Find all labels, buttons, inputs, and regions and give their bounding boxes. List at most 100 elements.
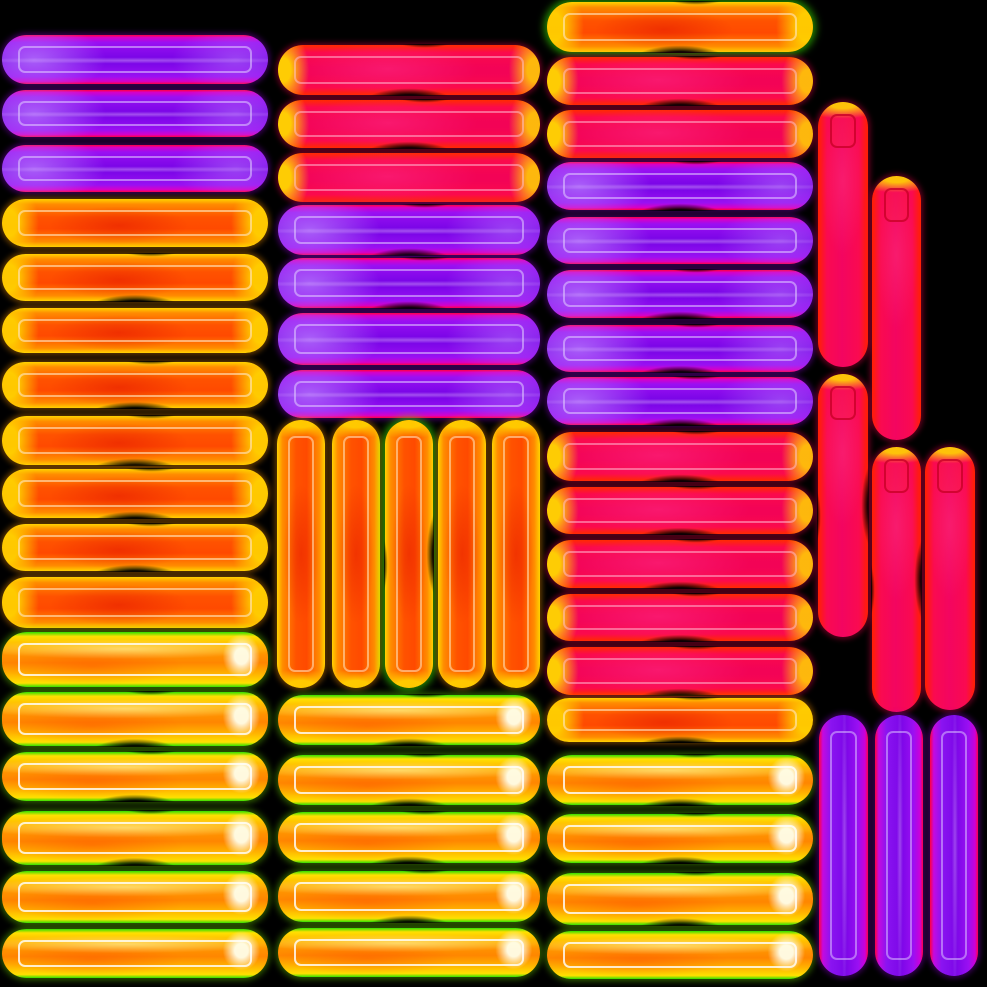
heatmap-bar: [1, 468, 269, 519]
bar-inner-outline: [18, 480, 252, 507]
bar-inner-outline: [294, 766, 524, 794]
heatmap-bar: [817, 373, 869, 638]
bar-waist-notch: [546, 161, 814, 211]
bar-waist-notch: [277, 694, 541, 746]
bar-inner-outline: [294, 164, 524, 191]
bar-inner-outline: [886, 731, 912, 960]
bar-waist-notch: [277, 870, 541, 923]
heatmap-bar: [438, 420, 486, 688]
bar-inner-outline: [18, 156, 252, 181]
heatmap-bar: [2, 929, 268, 978]
heatmap-bar: [384, 419, 434, 689]
bar-inner-outline: [18, 882, 252, 912]
bar-inner-outline: [830, 731, 857, 960]
heatmap-bar: [547, 110, 813, 158]
bar-waist-notch: [277, 99, 541, 149]
bar-inner-outline: [563, 13, 797, 41]
bar-inner-outline: [563, 173, 797, 199]
heatmap-bar: [1, 523, 269, 572]
bar-waist-notch: [1, 810, 269, 866]
heatmap-bar: [546, 161, 814, 211]
heatmap-bar: [546, 593, 814, 642]
heatmap-bar: [278, 153, 540, 202]
bar-inner-outline: [449, 436, 475, 672]
bar-waist-notch: [546, 56, 814, 106]
bar-inner-outline: [563, 443, 797, 470]
heatmap-bar: [546, 1, 814, 53]
heatmap-bar: [277, 811, 541, 864]
heatmap-bar: [2, 871, 268, 923]
bar-inner-outline: [18, 265, 252, 290]
bar-inner-outline: [563, 709, 797, 731]
bar-inner-outline: [396, 436, 422, 672]
heatmap-bar: [277, 44, 541, 96]
bar-inner-outline: [830, 114, 856, 148]
heatmap-bar: [277, 694, 541, 746]
bar-waist-notch: [817, 373, 869, 638]
heatmap-bar: [872, 176, 921, 440]
bar-inner-outline: [563, 388, 797, 414]
bar-waist-notch: [546, 813, 814, 864]
heatmap-bar: [278, 928, 540, 977]
bar-waist-notch: [1, 468, 269, 519]
bar-inner-outline: [563, 825, 797, 852]
bar-inner-outline: [563, 605, 797, 630]
heatmap-bar: [875, 715, 923, 976]
bar-inner-outline: [18, 643, 252, 676]
bar-waist-notch: [546, 269, 814, 319]
bar-inner-outline: [941, 731, 967, 960]
heatmap-bar: [277, 204, 541, 256]
heatmap-bar: [1, 751, 269, 802]
bar-inner-outline: [563, 121, 797, 147]
heatmap-bar: [546, 697, 814, 743]
bar-inner-outline: [294, 56, 524, 84]
heatmap-bar: [871, 446, 922, 713]
bar-waist-notch: [871, 446, 922, 713]
bar-inner-outline: [18, 46, 252, 73]
bar-inner-outline: [18, 588, 252, 617]
bar-waist-notch: [277, 811, 541, 864]
bar-inner-outline: [343, 436, 369, 672]
bar-inner-outline: [18, 373, 252, 397]
bar-waist-notch: [1, 691, 269, 747]
heatmap-bar: [1, 810, 269, 866]
heatmap-bar: [277, 99, 541, 149]
heatmap-bar: [2, 199, 268, 247]
heatmap-bar: [546, 269, 814, 319]
bar-inner-outline: [503, 436, 529, 672]
bar-inner-outline: [830, 386, 856, 420]
heatmap-bar: [546, 431, 814, 482]
bar-waist-notch: [546, 539, 814, 589]
bar-waist-notch: [277, 754, 541, 806]
bar-inner-outline: [18, 763, 252, 790]
bar-inner-outline: [18, 822, 252, 854]
heatmap-bar: [2, 35, 268, 84]
bar-inner-outline: [294, 823, 524, 852]
bar-inner-outline: [563, 228, 797, 253]
bar-waist-notch: [546, 1, 814, 53]
bar-waist-notch: [1, 751, 269, 802]
heatmap-bar: [819, 715, 868, 976]
heatmap-bar: [1, 415, 269, 466]
bar-inner-outline: [563, 68, 797, 94]
heatmap-bar: [332, 420, 380, 688]
bar-inner-outline: [563, 498, 797, 523]
bar-waist-notch: [546, 431, 814, 482]
heatmap-bar: [546, 56, 814, 106]
heatmap-bar: [546, 376, 814, 426]
bar-waist-notch: [1, 415, 269, 466]
bar-inner-outline: [18, 940, 252, 967]
bar-inner-outline: [563, 551, 797, 577]
bar-inner-outline: [18, 210, 252, 236]
bar-waist-notch: [546, 754, 814, 806]
heatmap-bar: [2, 308, 268, 353]
bar-waist-notch: [546, 486, 814, 535]
bar-inner-outline: [294, 706, 524, 734]
bar-inner-outline: [294, 939, 524, 966]
bar-waist-notch: [277, 204, 541, 256]
heatmap-bar: [492, 420, 540, 688]
heatmap-bar: [818, 102, 868, 367]
bar-inner-outline: [563, 884, 797, 914]
bar-inner-outline: [294, 269, 524, 297]
